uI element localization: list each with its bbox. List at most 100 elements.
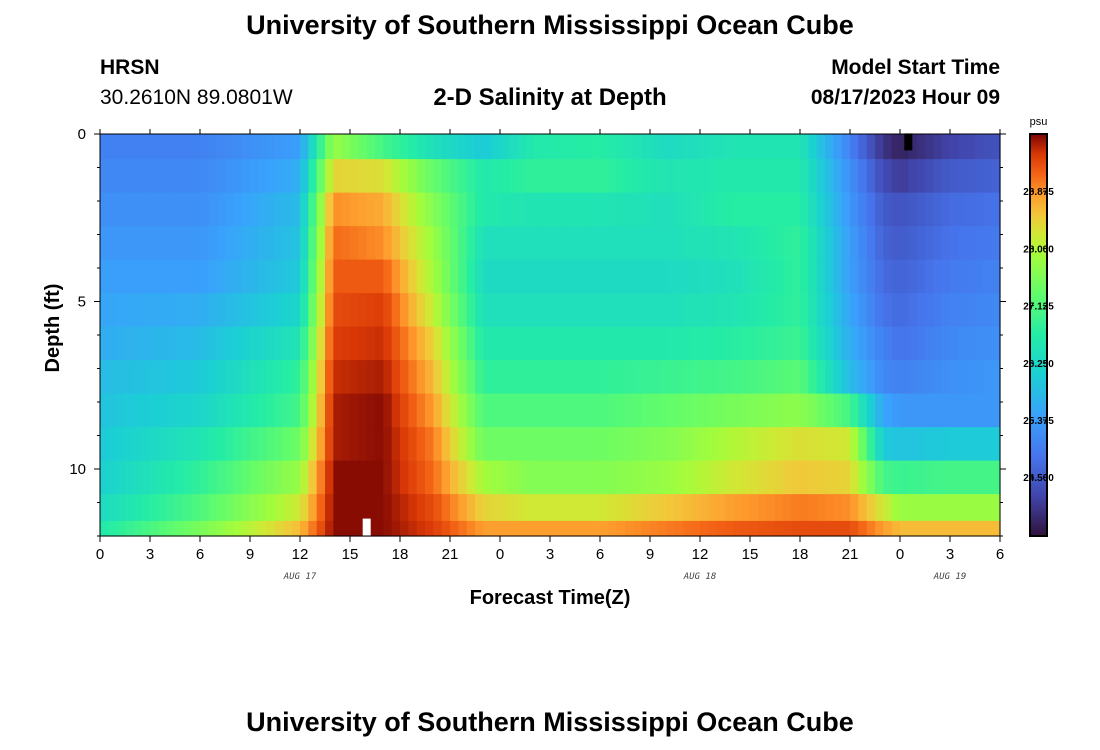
heatmap-cell bbox=[141, 494, 151, 522]
heatmap-cell bbox=[558, 520, 568, 537]
heatmap-cell bbox=[400, 393, 409, 428]
heatmap-cell bbox=[758, 293, 768, 328]
heatmap-cell bbox=[291, 520, 301, 537]
heatmap-cell bbox=[375, 226, 384, 261]
time-markers bbox=[362, 133, 913, 536]
heatmap-cell bbox=[541, 134, 551, 160]
heatmap-cell bbox=[791, 134, 801, 160]
heatmap-cell bbox=[750, 494, 759, 522]
x-tick-label: 3 bbox=[146, 546, 154, 563]
heatmap-cell bbox=[200, 134, 209, 160]
heatmap-cell bbox=[658, 460, 668, 495]
heatmap-cell bbox=[316, 159, 326, 194]
heatmap-cell bbox=[900, 520, 909, 537]
heatmap-cell bbox=[250, 293, 259, 328]
heatmap-cell bbox=[450, 494, 459, 522]
heatmap-cell bbox=[458, 460, 468, 495]
heatmap-cell bbox=[133, 293, 143, 328]
heatmap-cell bbox=[766, 427, 776, 462]
heatmap-cell bbox=[666, 326, 676, 361]
heatmap-cell bbox=[258, 427, 268, 462]
heatmap-cell bbox=[766, 192, 776, 227]
heatmap-cell bbox=[883, 393, 893, 428]
x-tick-label: 15 bbox=[342, 546, 359, 563]
heatmap-cell bbox=[375, 460, 384, 495]
heatmap-cell bbox=[358, 360, 368, 395]
heatmap-cell bbox=[766, 159, 776, 194]
heatmap-cell bbox=[191, 226, 201, 261]
heatmap-cell bbox=[441, 326, 451, 361]
heatmap-cell bbox=[800, 134, 809, 160]
colorbar-tick-label: 24.500 bbox=[1023, 473, 1054, 484]
heatmap-cell bbox=[108, 460, 118, 495]
heatmap-cell bbox=[216, 427, 226, 462]
heatmap-cell bbox=[166, 192, 176, 227]
heatmap-cell bbox=[716, 326, 726, 361]
heatmap-cell bbox=[408, 393, 418, 428]
heatmap-cell bbox=[391, 159, 401, 194]
heatmap-cell bbox=[991, 226, 1001, 261]
heatmap-cell bbox=[700, 393, 709, 428]
x-tick-label: 12 bbox=[692, 546, 709, 563]
heatmap-cell bbox=[441, 520, 451, 537]
heatmap-cell bbox=[883, 134, 893, 160]
heatmap-cell bbox=[375, 326, 384, 361]
heatmap-cell bbox=[866, 393, 876, 428]
heatmap-cell bbox=[341, 494, 351, 522]
heatmap-cell bbox=[633, 326, 643, 361]
heatmap-cell bbox=[391, 520, 401, 537]
heatmap-cell bbox=[216, 259, 226, 294]
heatmap-cell bbox=[241, 226, 251, 261]
heatmap-cell bbox=[991, 134, 1001, 160]
heatmap-cell bbox=[358, 293, 368, 328]
heatmap-cell bbox=[758, 259, 768, 294]
heatmap-cell bbox=[308, 326, 318, 361]
colorbar-unit: psu bbox=[1030, 116, 1048, 128]
heatmap-cell bbox=[266, 360, 276, 395]
heatmap-cell bbox=[933, 460, 943, 495]
heatmap-cell bbox=[916, 460, 926, 495]
x-tick-label: 12 bbox=[292, 546, 309, 563]
heatmap-cell bbox=[158, 520, 168, 537]
heatmap-cell bbox=[675, 259, 684, 294]
heatmap-cell bbox=[400, 192, 409, 227]
heatmap-cell bbox=[366, 159, 376, 194]
heatmap-cell bbox=[775, 326, 784, 361]
heatmap-cell bbox=[475, 293, 484, 328]
colorbar-tick-label: 26.250 bbox=[1023, 359, 1054, 370]
heatmap-cell bbox=[516, 360, 526, 395]
heatmap-cell bbox=[608, 226, 618, 261]
heatmap-cell bbox=[616, 293, 626, 328]
x-tick-label: 0 bbox=[496, 546, 504, 563]
heatmap-cell bbox=[833, 494, 843, 522]
heatmap-cell bbox=[850, 393, 859, 428]
heatmap-cell bbox=[558, 293, 568, 328]
heatmap-cell bbox=[291, 460, 301, 495]
heatmap-cell bbox=[266, 226, 276, 261]
heatmap-cell bbox=[525, 159, 534, 194]
heatmap-cell bbox=[966, 427, 976, 462]
heatmap-cell bbox=[958, 393, 968, 428]
heatmap-cell bbox=[891, 393, 901, 428]
heatmap-cell bbox=[541, 427, 551, 462]
heatmap-cell bbox=[300, 520, 309, 537]
heatmap-cell bbox=[550, 460, 559, 495]
heatmap-cell bbox=[883, 226, 893, 261]
heatmap-cell bbox=[825, 393, 834, 428]
heatmap-cell bbox=[933, 134, 943, 160]
heatmap-cell bbox=[775, 520, 784, 537]
heatmap-cell bbox=[375, 134, 384, 160]
heatmap-cell bbox=[383, 494, 393, 522]
heatmap-cell bbox=[441, 360, 451, 395]
heatmap-cell bbox=[933, 159, 943, 194]
heatmap-cell bbox=[766, 293, 776, 328]
heatmap-cell bbox=[108, 393, 118, 428]
heatmap-cell bbox=[575, 393, 584, 428]
heatmap-cell bbox=[850, 520, 859, 537]
heatmap-cell bbox=[250, 159, 259, 194]
heatmap-cell bbox=[666, 192, 676, 227]
heatmap-cell bbox=[866, 259, 876, 294]
heatmap-cell bbox=[591, 520, 601, 537]
heatmap-cell bbox=[525, 226, 534, 261]
heatmap-cell bbox=[950, 460, 959, 495]
